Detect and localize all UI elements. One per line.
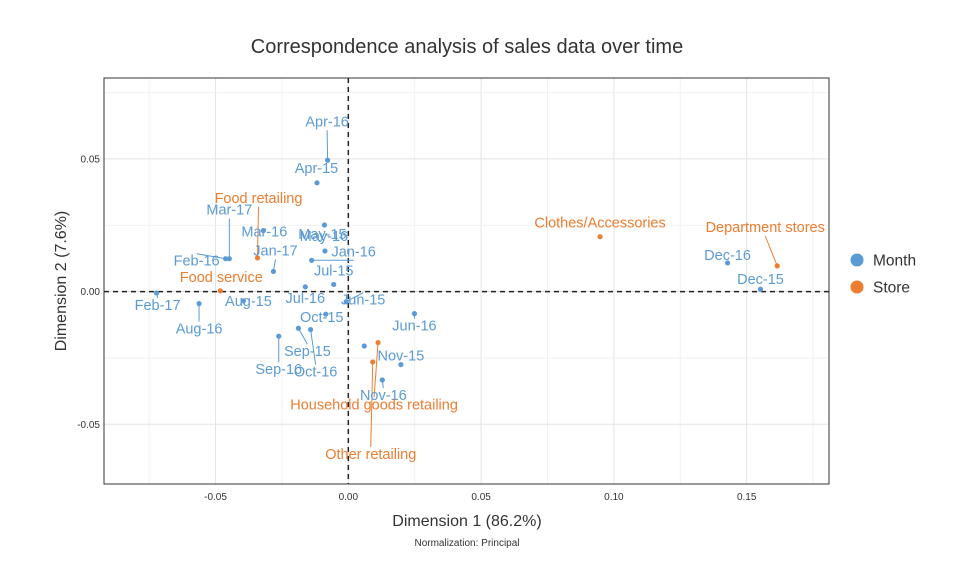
data-points xyxy=(153,157,780,383)
month-point xyxy=(309,257,315,263)
month-point xyxy=(302,284,308,290)
y-axis-label: Dimension 2 (7.6%) xyxy=(53,211,70,352)
month-point-label: Apr-15 xyxy=(295,161,339,177)
month-point-label: Nov-15 xyxy=(378,349,425,365)
store-point-label: Clothes/Accessories xyxy=(534,216,665,232)
month-point-label: May-16 xyxy=(300,229,348,245)
store-leader-line xyxy=(370,361,374,447)
store-leader-line xyxy=(764,235,778,267)
month-point-label: Jun-16 xyxy=(392,319,436,335)
month-point-label: Mar-17 xyxy=(206,203,252,219)
month-point xyxy=(196,300,202,307)
store-leader-line xyxy=(373,342,379,398)
month-point-label: Oct-15 xyxy=(300,310,344,326)
store-point xyxy=(375,339,381,346)
month-point xyxy=(223,256,229,262)
month-point-label: May-15 xyxy=(298,227,346,243)
month-point-label: Oct-16 xyxy=(294,365,338,381)
month-point-label: Feb-17 xyxy=(135,298,181,314)
x-axis-label: Dimension 1 (86.2%) xyxy=(392,513,541,530)
chart-title: Correspondence analysis of sales data ov… xyxy=(251,36,683,58)
month-point-label: Jan-16 xyxy=(332,244,376,260)
month-point xyxy=(295,325,301,331)
month-point-label: Jun-15 xyxy=(341,293,385,309)
store-point-label: Household goods retailing xyxy=(290,398,458,414)
month-point-label: Dec-16 xyxy=(704,248,751,264)
store-point xyxy=(597,234,603,240)
month-point xyxy=(308,326,314,333)
month-leader-line xyxy=(310,329,317,365)
month-point xyxy=(314,180,320,186)
month-point xyxy=(323,311,329,317)
point-labels: Apr-16 Apr-15 May-15 Mar-17 Mar-16 May-16Jan-… xyxy=(135,114,825,463)
legend-label: Month xyxy=(873,253,916,270)
month-leader-line xyxy=(196,253,226,260)
month-point xyxy=(325,157,331,163)
store-point xyxy=(254,255,261,261)
x-tick-label: 0.15 xyxy=(737,492,757,503)
legend: Month Store xyxy=(850,253,916,297)
store-point-label: Department stores xyxy=(706,220,825,236)
month-point-label: Jul-15 xyxy=(314,263,354,279)
month-point-label: Feb-16 xyxy=(174,254,220,270)
month-point xyxy=(240,298,247,304)
chart-caption: Normalization: Principal xyxy=(414,538,519,549)
store-point xyxy=(217,288,223,294)
month-point xyxy=(343,299,349,305)
month-point-label: Apr-16 xyxy=(305,114,349,130)
month-point-label: Nov-16 xyxy=(360,388,407,404)
month-point-label: Jan-17 xyxy=(253,243,297,259)
store-point xyxy=(370,359,376,365)
store-point xyxy=(774,263,780,269)
store-point-label: Other retailing xyxy=(325,447,416,463)
month-point-label: Jul-16 xyxy=(286,291,326,307)
month-point xyxy=(276,333,282,339)
store-point-label: Food service xyxy=(180,270,263,286)
legend-marker xyxy=(850,253,864,267)
y-tick-label: 0.00 xyxy=(81,287,101,298)
month-point-label: Sep-16 xyxy=(255,362,302,378)
month-point xyxy=(757,286,764,292)
tick-labels: -0.05 0.00 0.05 0.10 0.15 -0.05 0.00 0.05 xyxy=(77,154,757,503)
month-point xyxy=(226,256,232,262)
month-point xyxy=(153,290,160,296)
month-point xyxy=(398,361,404,368)
month-point xyxy=(361,343,367,349)
month-point xyxy=(379,377,385,383)
month-point xyxy=(724,260,731,266)
month-point-label: Mar-16 xyxy=(241,225,287,241)
month-point xyxy=(331,281,337,288)
month-point-label: Dec-15 xyxy=(737,272,784,288)
store-point-label: Food retailing xyxy=(215,191,303,207)
reference-lines xyxy=(104,78,829,484)
month-point-label: Aug-15 xyxy=(225,294,272,310)
y-tick-label: 0.05 xyxy=(81,154,101,165)
month-point xyxy=(321,222,328,228)
x-tick-label: -0.05 xyxy=(204,492,227,503)
legend-label: Store xyxy=(873,280,910,297)
month-point-label: Sep-15 xyxy=(284,344,331,360)
month-point xyxy=(322,248,328,254)
month-leader-line xyxy=(297,327,308,345)
month-point xyxy=(260,227,266,234)
x-tick-label: 0.00 xyxy=(339,492,359,503)
x-tick-label: 0.05 xyxy=(471,492,491,503)
store-leader-line xyxy=(256,206,259,258)
x-tick-label: 0.10 xyxy=(604,492,624,503)
plot-border xyxy=(103,77,830,485)
month-leader-line xyxy=(345,292,364,303)
month-point-label: Aug-16 xyxy=(176,322,223,338)
month-leader-line xyxy=(326,130,329,161)
legend-marker xyxy=(850,280,864,294)
month-point xyxy=(270,268,277,275)
month-point xyxy=(411,311,418,317)
y-tick-label: -0.05 xyxy=(77,420,100,431)
leader-lines xyxy=(156,130,778,447)
